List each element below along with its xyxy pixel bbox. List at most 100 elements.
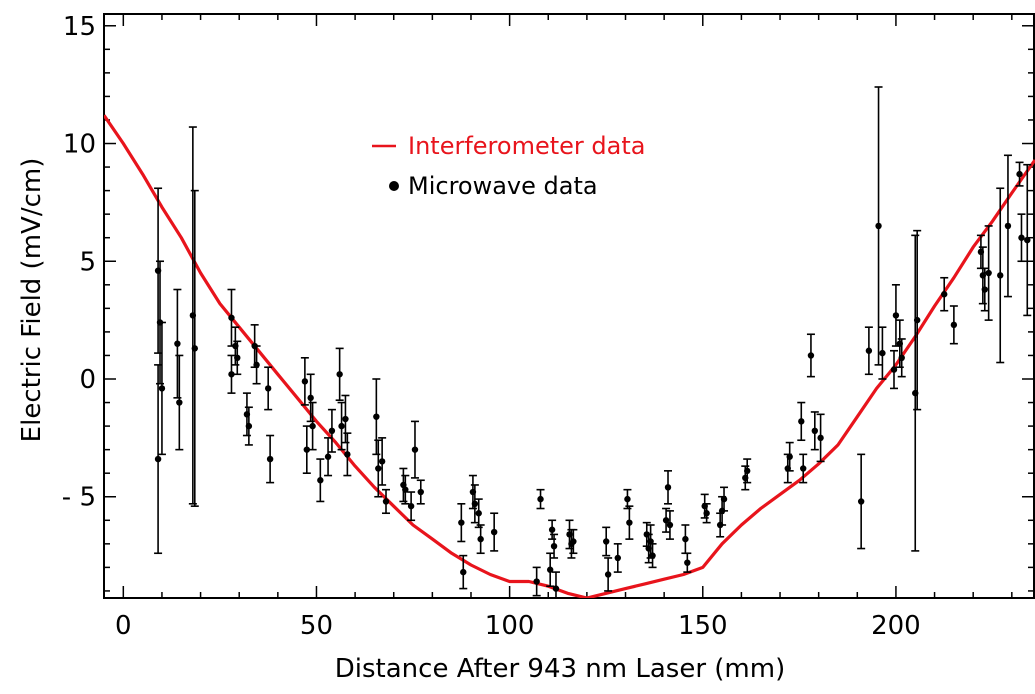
microwave-point <box>950 321 958 329</box>
plot-frame <box>103 13 1035 599</box>
microwave-point <box>309 422 316 430</box>
y-tick-label: 5 <box>79 247 96 277</box>
microwave-point <box>373 413 380 420</box>
microwave-point <box>546 566 554 573</box>
microwave-point <box>158 385 166 392</box>
microwave-point <box>913 316 921 324</box>
microwave-point <box>898 354 905 362</box>
microwave-point <box>604 571 612 578</box>
legend-label: Interferometer data <box>408 132 645 160</box>
microwave-point <box>375 465 382 472</box>
y-tick-label: 0 <box>79 365 96 395</box>
microwave-point <box>649 552 656 559</box>
microwave-point <box>941 291 948 298</box>
microwave-point <box>475 510 482 517</box>
microwave-point <box>626 519 633 526</box>
microwave-point <box>490 528 498 536</box>
y-axis-label: Electric Field (mV/cm) <box>17 158 47 443</box>
legend-dot-marker <box>389 181 399 191</box>
y-tick-label: 10 <box>63 130 96 160</box>
legend: Interferometer data Microwave data <box>372 132 645 200</box>
microwave-point <box>807 352 815 359</box>
microwave-point <box>857 498 865 505</box>
microwave-point <box>744 467 751 475</box>
microwave-point <box>892 312 900 319</box>
microwave-point <box>336 371 343 378</box>
microwave-point <box>548 526 556 533</box>
x-tick-label: 200 <box>871 611 921 641</box>
microwave-point <box>997 272 1004 279</box>
plot-border <box>103 13 1035 599</box>
microwave-point <box>537 495 544 503</box>
microwave-point <box>666 521 674 529</box>
microwave-point <box>307 394 314 402</box>
microwave-point <box>1016 170 1023 178</box>
axis-ticks <box>104 14 1034 598</box>
microwave-point <box>344 451 351 458</box>
microwave-point <box>411 446 419 453</box>
y-tick-label: 15 <box>63 12 96 42</box>
microwave-point <box>786 453 793 460</box>
microwave-point <box>624 495 631 503</box>
microwave-point <box>602 538 610 545</box>
microwave-point <box>407 502 415 510</box>
microwave-point <box>662 517 670 524</box>
microwave-point <box>324 453 332 460</box>
microwave-point <box>890 366 898 373</box>
microwave-point <box>875 222 882 230</box>
microwave-point <box>811 427 819 435</box>
microwave-point <box>303 446 311 453</box>
y-tick-label: - 5 <box>62 483 96 513</box>
microwave-point <box>720 495 728 503</box>
microwave-point <box>417 488 424 496</box>
microwave-point <box>378 458 386 465</box>
microwave-point <box>533 578 540 585</box>
x-tick-label: 150 <box>678 611 728 641</box>
microwave-point <box>879 349 886 357</box>
microwave-point <box>328 427 336 435</box>
microwave-point <box>264 385 272 392</box>
microwave-point <box>460 568 467 576</box>
microwave-point <box>1004 222 1012 230</box>
microwave-point <box>458 519 465 526</box>
microwave-point <box>570 538 577 545</box>
microwave-point <box>981 286 988 293</box>
microwave-point <box>703 510 710 517</box>
legend-label: Microwave data <box>408 172 598 200</box>
microwave-point <box>234 354 241 362</box>
microwave-point <box>800 465 807 472</box>
microwave-point <box>317 477 324 484</box>
microwave-point <box>664 484 672 491</box>
microwave-point <box>865 347 873 354</box>
microwave-point <box>402 486 409 493</box>
microwave-point <box>174 340 181 347</box>
microwave-point <box>301 378 309 385</box>
microwave-point <box>1024 236 1031 244</box>
microwave-point <box>1018 234 1025 241</box>
interferometer-line <box>104 114 1035 598</box>
microwave-point <box>684 559 691 566</box>
microwave-point <box>798 418 805 425</box>
microwave-point <box>682 535 689 543</box>
microwave-point <box>552 585 560 592</box>
x-tick-label: 50 <box>300 611 333 641</box>
microwave-point <box>985 269 992 277</box>
microwave-point <box>817 434 824 442</box>
microwave-point <box>550 542 558 550</box>
microwave-point <box>382 498 390 505</box>
data-marks <box>104 86 1035 598</box>
microwave-point <box>245 422 253 430</box>
microwave-point <box>228 314 235 321</box>
microwave-point <box>266 455 274 463</box>
x-tick-label: 100 <box>485 611 535 641</box>
microwave-point <box>154 455 162 463</box>
microwave-point <box>471 500 479 508</box>
microwave-point <box>338 422 345 430</box>
microwave-point <box>342 415 349 423</box>
microwave-point <box>228 371 235 378</box>
microwave-point <box>477 535 484 543</box>
microwave-point <box>176 399 183 406</box>
